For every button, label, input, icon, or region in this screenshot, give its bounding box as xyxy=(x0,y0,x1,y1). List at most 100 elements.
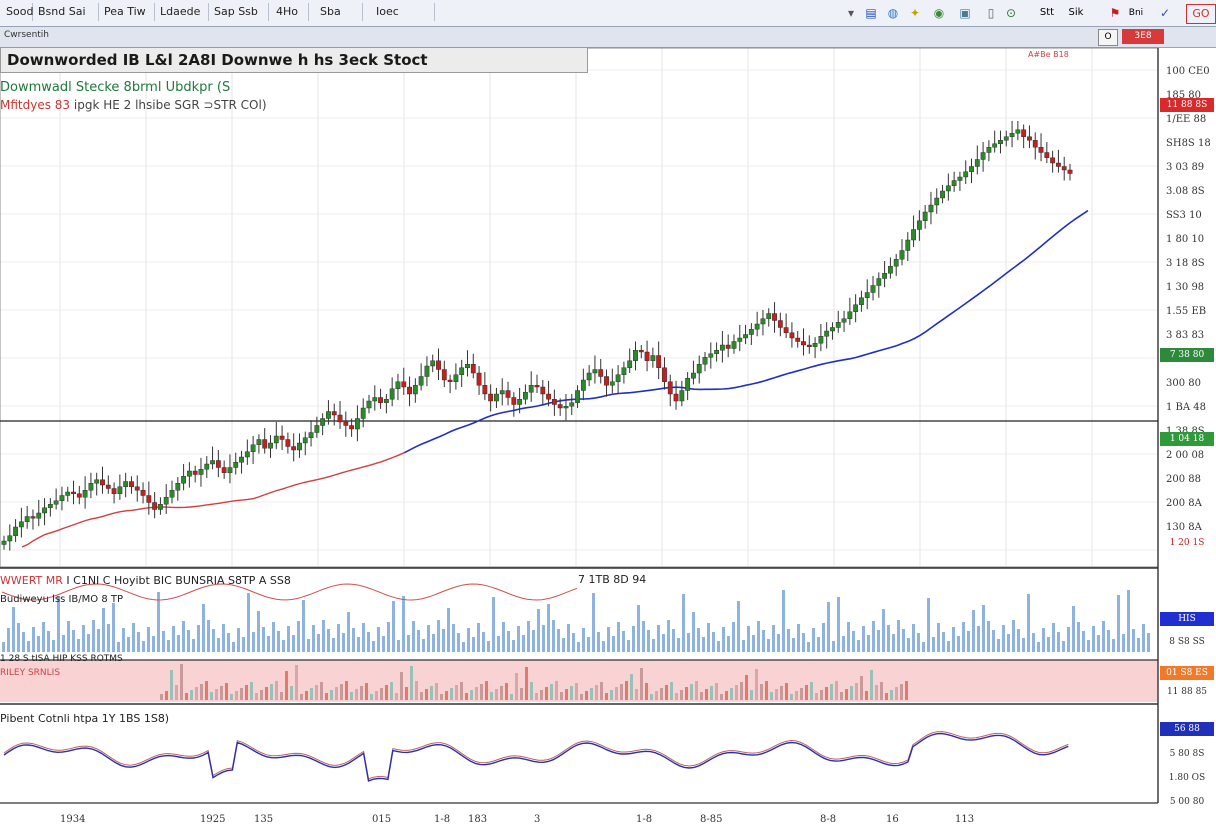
checkmark-icon[interactable]: ✓ xyxy=(1159,6,1171,20)
pink-panel-bar xyxy=(380,688,383,700)
toolbar-button-2[interactable]: Bsnd Sai xyxy=(34,3,99,21)
candle-body xyxy=(308,432,314,438)
candle-body xyxy=(65,491,71,496)
star-icon[interactable]: ✦ xyxy=(909,6,921,20)
volume-bar xyxy=(1072,606,1075,652)
volume-bar xyxy=(422,639,425,652)
price-axis-label: 130 8A xyxy=(1166,522,1203,533)
pink-panel-bar xyxy=(520,688,523,700)
volume-bar xyxy=(1017,629,1020,652)
candle-body xyxy=(1061,166,1067,171)
pink-panel-bar xyxy=(850,686,853,700)
chart-icon[interactable]: ▤ xyxy=(865,6,877,20)
tag-icon[interactable]: ⚑ xyxy=(1109,6,1121,20)
pink-panel-bar xyxy=(405,687,408,700)
toolbar-button-6[interactable]: 4Ho xyxy=(272,3,309,21)
pink-panel-bar xyxy=(710,686,713,700)
volume-bar xyxy=(957,636,960,652)
legend-line-2-rest: ipgk HE 2 lhsibe SGR ⊃STR COl) xyxy=(73,98,267,112)
volume-bar xyxy=(517,626,520,652)
volume-bar xyxy=(332,638,335,652)
volume-bar xyxy=(217,638,220,652)
pink-panel-bar xyxy=(760,684,763,700)
pink-panel-bar xyxy=(170,670,173,700)
chart-title: Downworded IB L&l 2A8I Downwe h hs 3eck … xyxy=(0,47,588,73)
save-icon[interactable]: ▣ xyxy=(959,6,971,20)
volume-bar xyxy=(942,632,945,652)
pink-panel-bar xyxy=(205,681,208,700)
pink-panel-bar xyxy=(645,683,648,700)
pink-panel-bar xyxy=(820,690,823,700)
file-icon[interactable]: ▯ xyxy=(987,6,995,20)
time-axis-label: 015 xyxy=(372,814,391,825)
dropdown-icon[interactable]: ▾ xyxy=(847,6,855,20)
volume-bar xyxy=(827,602,830,652)
candle-body xyxy=(789,332,795,339)
candle-body xyxy=(18,521,24,528)
toolbar-button-7[interactable]: Sba xyxy=(316,3,363,21)
toolbar-button-4[interactable]: Ldaede xyxy=(156,3,209,21)
globe-icon[interactable]: ◍ xyxy=(887,6,899,20)
pink-panel-bar xyxy=(825,687,828,700)
toolbar-button-8[interactable]: Ioec xyxy=(372,3,435,21)
pink-panel-bar xyxy=(540,690,543,700)
candle-body xyxy=(951,180,957,186)
toolbar-text-3[interactable]: Bni xyxy=(1128,8,1144,18)
candle-body xyxy=(517,399,523,405)
subbar-button[interactable]: O xyxy=(1098,29,1118,46)
coin-icon[interactable]: ◉ xyxy=(933,6,945,20)
pink-panel-bar xyxy=(385,685,388,700)
volume-axis-badge: HIS xyxy=(1160,612,1214,626)
candle-body xyxy=(117,486,123,494)
volume-bar xyxy=(487,641,490,652)
time-axis-label: 183 xyxy=(468,814,487,825)
toolbar-text-1[interactable]: Stt xyxy=(1039,7,1055,18)
volume-bar xyxy=(567,624,570,652)
volume-bar xyxy=(727,636,730,652)
candle-body xyxy=(876,278,882,286)
candle-body xyxy=(934,197,940,206)
pink-panel-bar xyxy=(560,692,563,700)
volume-bar xyxy=(597,632,600,652)
candle-body xyxy=(349,425,355,430)
candle-body xyxy=(1009,133,1015,137)
time-axis: 1934 1925 135 015 1-8 183 3 1-8 8-85 8-8 16 113 xyxy=(60,814,974,825)
volume-bar xyxy=(212,629,215,652)
volume-bar xyxy=(387,622,390,652)
volume-bar xyxy=(1137,638,1140,652)
toolbar-button-5[interactable]: Sap Ssb xyxy=(210,3,269,21)
candle-body xyxy=(279,435,285,440)
price-axis-label: 3 18 8S xyxy=(1166,258,1205,269)
volume-bar xyxy=(787,629,790,652)
time-axis-label: 3 xyxy=(534,814,540,825)
pink-panel-bar xyxy=(510,694,513,700)
subbar-label: Cwrsentih xyxy=(4,30,50,40)
toolbar-button-3[interactable]: Pea Tiw xyxy=(100,3,155,21)
candle-body xyxy=(882,273,888,279)
candle-body xyxy=(401,381,407,388)
toolbar-button-1[interactable]: Sood xyxy=(2,3,33,21)
pink-panel-bar xyxy=(830,684,833,700)
candle-body xyxy=(766,313,772,319)
candle-body xyxy=(731,341,737,349)
pink-panel-bar xyxy=(765,681,768,700)
pink-panel-bar xyxy=(815,693,818,700)
volume-bar xyxy=(707,623,710,652)
pink-panel-label: 1 28 S tISA HIP KSS ROTMS xyxy=(0,654,123,664)
search-icon[interactable]: ⊙ xyxy=(1005,6,1017,20)
volume-bar xyxy=(602,641,605,652)
pink-panel-bar xyxy=(290,686,293,700)
volume-bar xyxy=(612,636,615,652)
volume-bar xyxy=(37,636,40,652)
pink-panel-bar xyxy=(445,691,448,700)
pink-panel-bar xyxy=(245,685,248,700)
candle-body xyxy=(557,404,563,409)
pink-panel-bar xyxy=(425,689,428,700)
volume-bar xyxy=(572,633,575,652)
volume-bar xyxy=(272,622,275,652)
candle-body xyxy=(129,481,134,487)
volume-bar xyxy=(377,627,380,652)
toolbar-text-2[interactable]: Sik xyxy=(1068,7,1084,18)
volume-bar xyxy=(117,642,120,652)
